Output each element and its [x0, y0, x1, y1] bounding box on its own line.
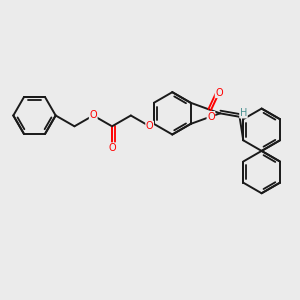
Text: O: O [89, 110, 97, 121]
Text: O: O [215, 88, 223, 98]
Text: H: H [240, 108, 247, 118]
Text: O: O [108, 143, 116, 153]
Text: O: O [207, 112, 215, 122]
Text: O: O [146, 121, 153, 131]
